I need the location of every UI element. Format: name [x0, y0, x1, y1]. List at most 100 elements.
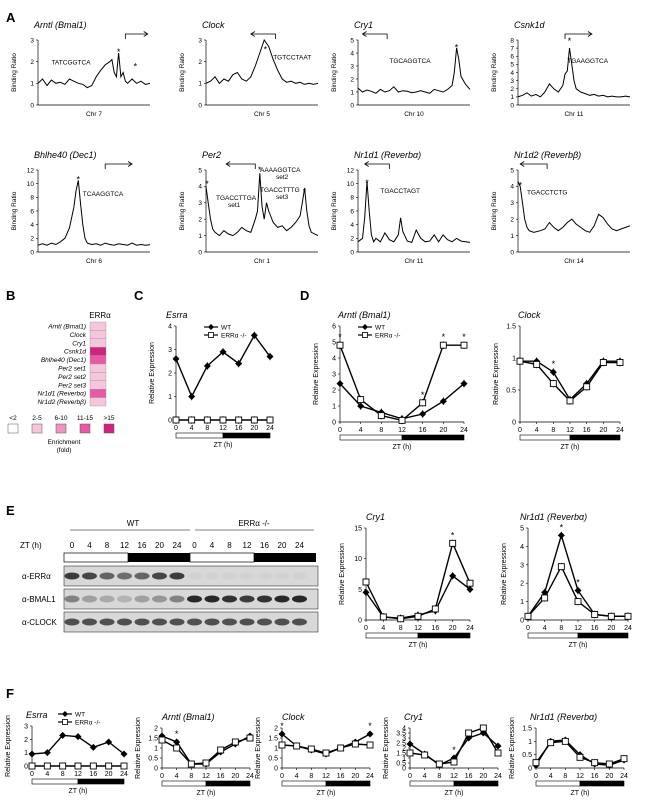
y-tick-label: 0 [332, 420, 336, 427]
x-axis-label: ZT (h) [445, 790, 464, 797]
binding-profile-line [37, 180, 151, 246]
x-tick-label: 0 [280, 773, 284, 780]
wt-point [266, 353, 274, 361]
y-tick-label: 1.5 [522, 726, 532, 733]
blot-lane-label: 0 [192, 541, 197, 550]
ko-point [549, 380, 557, 388]
wt-point [120, 750, 128, 758]
y-tick-label: 2 [30, 59, 34, 66]
blot-band [117, 595, 132, 603]
blot-band [134, 572, 150, 580]
heatmap-cell [89, 338, 107, 348]
y-axis-label: Relative Expression [339, 543, 346, 605]
x-tick-label: 16 [591, 773, 599, 780]
heatmap-gene-label: Nr1d2 (Reverbβ) [37, 399, 86, 406]
chart-title: Arntl (Bmal1) [161, 712, 215, 722]
y-tick-label: 4 [350, 50, 354, 57]
x-tick-label: 8 [61, 771, 65, 778]
blot-dark-bar [128, 553, 190, 562]
x-tick-label: 8 [437, 773, 441, 780]
legend-title: (fold) [57, 447, 72, 454]
y-tick-label: 4 [168, 324, 172, 331]
legend-wt-label: WT [375, 325, 385, 332]
blot-band [257, 595, 272, 603]
x-tick-label: 12 [574, 625, 582, 632]
blot-band [274, 618, 290, 626]
significance-star: * [205, 179, 209, 189]
blot-band [152, 595, 167, 603]
ko-point [266, 416, 274, 424]
ko-point [379, 613, 387, 621]
blot-band [64, 572, 80, 580]
blot-lane-label: 16 [260, 541, 269, 550]
blot-band [134, 618, 150, 626]
x-tick-label: 8 [563, 773, 567, 780]
y-tick-label: 10 [347, 181, 355, 188]
heatmap-gene-label: Clock [70, 332, 87, 339]
blot-light-bar [189, 552, 255, 563]
legend-label: 6-10 [54, 415, 67, 422]
ko-point [466, 579, 474, 587]
ko-point [561, 737, 569, 745]
legend-swatch [31, 423, 43, 434]
dark-phase-bar [325, 780, 371, 787]
significance-star: * [175, 729, 179, 739]
x-tick-label: 4 [549, 773, 553, 780]
y-tick-label: 0 [350, 249, 354, 256]
heatmap-cell [89, 389, 107, 398]
x-tick-label: 24 [246, 773, 254, 780]
ko-point [217, 746, 225, 754]
blot-band [82, 572, 97, 580]
y-tick-label: 0 [528, 766, 532, 773]
y-tick-label: 5 [358, 587, 362, 594]
x-tick-label: 4 [45, 771, 49, 778]
wt-point [362, 588, 370, 596]
panel-letter-A: A [6, 10, 16, 25]
motif-sequence: AAAAGGTCA [260, 167, 301, 174]
wt-point [74, 733, 82, 741]
y-axis-label: Relative Expression [509, 717, 516, 779]
x-tick-label: 4 [423, 773, 427, 780]
y-tick-label: 2 [198, 59, 202, 66]
x-tick-label: 8 [309, 773, 313, 780]
significance-star: * [117, 47, 121, 57]
x-tick-label: 16 [337, 773, 345, 780]
legend-ko-label: ERRα -/- [221, 333, 246, 340]
ko-point [414, 612, 422, 620]
ko-point [278, 741, 286, 749]
y-tick-label: 4 [350, 222, 354, 229]
y-tick-label: 1 [350, 89, 354, 96]
x-tick-label: 12 [576, 773, 584, 780]
blot-band [257, 618, 272, 626]
chart-title: Nr1d1 (Reverbα) [530, 712, 597, 722]
legend-title: Enrichment [48, 439, 81, 446]
y-tick-label: 0 [510, 102, 514, 109]
x-tick-label: 12 [398, 427, 406, 434]
heatmap-gene-label: Csnk1d [64, 349, 86, 356]
y-tick-label: 10 [354, 556, 362, 563]
y-tick-label: 1 [510, 233, 514, 240]
x-axis-label: ZT (h) [409, 642, 428, 649]
chart-title: Arntl (Bmal1) [337, 310, 391, 320]
ko-point [43, 762, 51, 770]
legend-wt-marker [362, 324, 368, 330]
y-tick-label: 1 [402, 756, 406, 763]
chart-title: Nr1d1 (Reverbα) [520, 512, 587, 522]
blot-band [292, 572, 307, 580]
y-tick-label: 8 [510, 37, 514, 44]
y-tick-label: 4 [198, 184, 202, 191]
x-tick-label: 8 [559, 625, 563, 632]
y-tick-label: 0.5 [396, 761, 406, 768]
light-phase-bar [519, 434, 571, 441]
ko-point [203, 416, 211, 424]
significance-star: * [368, 721, 372, 731]
x-tick-label: 16 [235, 425, 243, 432]
motif-set-label: set3 [276, 194, 289, 201]
blot-band [99, 618, 115, 626]
ko-point [419, 399, 427, 407]
blot-band [99, 595, 115, 603]
ko-point [576, 753, 584, 761]
y-axis-label: Relative Expression [493, 343, 500, 405]
ko-point [187, 760, 195, 768]
significance-star: * [421, 390, 425, 400]
